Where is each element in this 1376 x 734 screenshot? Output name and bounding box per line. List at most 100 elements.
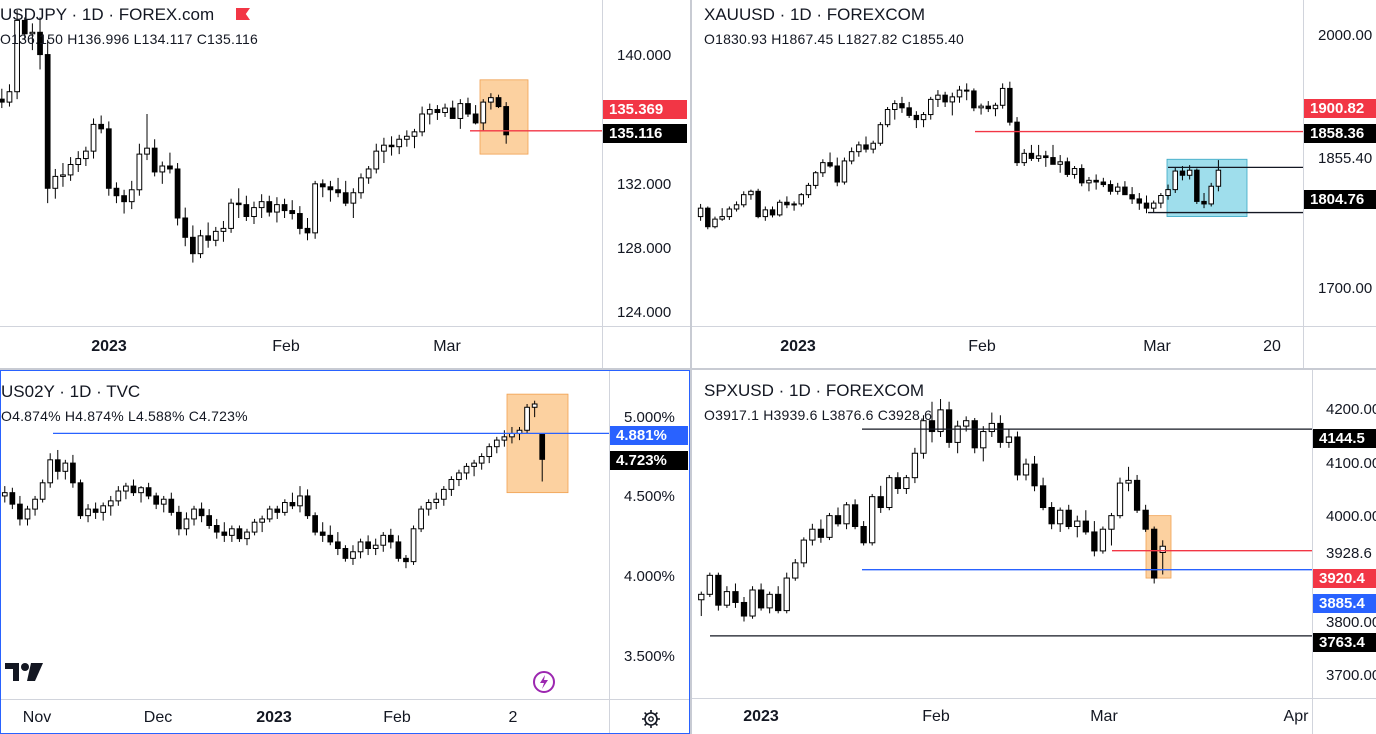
time-axis-divider	[692, 326, 1376, 327]
candlestick-plot[interactable]	[1, 371, 609, 699]
candlestick-plot[interactable]	[692, 0, 1303, 326]
price-label: 4000.00	[1326, 508, 1376, 525]
candle	[480, 99, 487, 131]
lightning-icon[interactable]	[533, 671, 555, 693]
candle	[749, 586, 756, 619]
price-tag-black: 4144.5	[1313, 429, 1376, 448]
candle	[62, 459, 69, 480]
candle	[812, 171, 819, 189]
candle	[128, 180, 135, 210]
candle	[463, 463, 470, 480]
candle	[1172, 167, 1178, 193]
price-label: 140.000	[617, 47, 672, 64]
candle	[153, 492, 160, 510]
candle	[999, 83, 1006, 109]
candle	[1122, 181, 1128, 196]
price-label: 4200.00	[1326, 401, 1376, 418]
candle	[327, 180, 334, 202]
chart-pane-usdjpy[interactable]: USDJPY · 1D · FOREX.com O136.150 H136.99…	[0, 0, 690, 368]
candle	[465, 97, 471, 117]
candle	[877, 485, 884, 513]
candle	[198, 502, 205, 523]
candle	[312, 180, 319, 239]
candle	[182, 207, 189, 247]
symbol-title[interactable]: SPXUSD · 1D · FOREXCOM	[704, 381, 925, 400]
pane-separator-horizontal[interactable]	[0, 368, 1376, 370]
candle	[92, 502, 99, 519]
candle	[381, 137, 387, 164]
candle	[1028, 144, 1035, 161]
ohlc-readout: O1830.93 H1867.45 L1827.82 C1855.40	[704, 31, 964, 47]
candle	[942, 91, 948, 107]
candle	[342, 545, 349, 562]
low-value: L3876.6	[821, 407, 874, 423]
candle	[244, 528, 250, 546]
candle	[732, 583, 739, 608]
price-label: 4.000%	[624, 568, 675, 585]
candle	[877, 122, 884, 146]
price-label: 3.500%	[624, 648, 675, 665]
flag-icon[interactable]	[236, 8, 250, 20]
candle	[403, 130, 410, 147]
time-label: 2	[508, 709, 518, 726]
candle	[493, 436, 500, 454]
time-label: 20	[1263, 338, 1281, 355]
candle	[251, 201, 257, 224]
candle	[456, 469, 462, 487]
candle	[851, 499, 859, 530]
candle	[1114, 182, 1121, 195]
candle	[1215, 160, 1222, 192]
candle	[1005, 428, 1013, 448]
candle	[755, 188, 761, 219]
price-label: 4.500%	[624, 488, 675, 505]
candle	[70, 454, 76, 488]
candlestick-plot[interactable]	[0, 0, 602, 326]
candle	[426, 103, 433, 125]
candle	[817, 519, 825, 543]
candle	[221, 522, 228, 542]
candle	[712, 216, 718, 229]
candle	[251, 518, 258, 536]
candlestick-plot[interactable]	[692, 370, 1312, 698]
candle	[1079, 164, 1085, 187]
candle	[258, 194, 265, 218]
time-axis-divider	[1, 699, 689, 700]
candle	[1074, 515, 1081, 538]
candle	[884, 106, 891, 128]
candle	[945, 401, 953, 448]
candle	[698, 591, 705, 617]
candle	[85, 504, 91, 523]
candle	[705, 206, 711, 230]
symbol-title[interactable]: USDJPY · 1D · FOREX.com	[0, 5, 215, 24]
chart-pane-us02y[interactable]: US02Y · 1D · TVC O4.874% H4.874% L4.588%…	[0, 370, 690, 734]
chart-pane-spxusd[interactable]: SPXUSD · 1D · FOREXCOM O3917.1 H3939.6 L…	[692, 370, 1376, 734]
symbol-title[interactable]: XAUUSD · 1D · FOREXCOM	[704, 5, 926, 24]
candle	[90, 118, 97, 159]
time-label: Mar	[433, 338, 461, 355]
symbol-title[interactable]: US02Y · 1D · TVC	[1, 382, 141, 401]
pane-separator-vertical[interactable]	[690, 0, 692, 734]
candle	[176, 505, 182, 536]
price-tag-blue: 3885.4	[1313, 594, 1376, 613]
time-label: Apr	[1283, 708, 1309, 725]
candle	[723, 586, 731, 608]
time-label: Feb	[968, 338, 996, 355]
ohlc-readout: O3917.1 H3939.6 L3876.6 C3928.6	[704, 407, 932, 423]
candle	[913, 111, 920, 129]
candle	[911, 447, 919, 484]
time-label: Dec	[143, 709, 173, 726]
candle	[358, 173, 364, 199]
candle	[1150, 200, 1157, 213]
candle	[740, 597, 748, 622]
candle	[197, 229, 204, 259]
candle	[297, 486, 303, 513]
price-axis-divider	[602, 0, 603, 368]
close-value: C1855.40	[901, 31, 965, 47]
candle	[365, 535, 371, 556]
candle	[52, 168, 59, 199]
candle	[1086, 176, 1092, 192]
candle	[501, 430, 508, 447]
chart-pane-xauusd[interactable]: XAUUSD · 1D · FOREXCOM O1830.93 H1867.45…	[692, 0, 1376, 368]
candle	[748, 189, 754, 200]
candle	[928, 96, 934, 120]
